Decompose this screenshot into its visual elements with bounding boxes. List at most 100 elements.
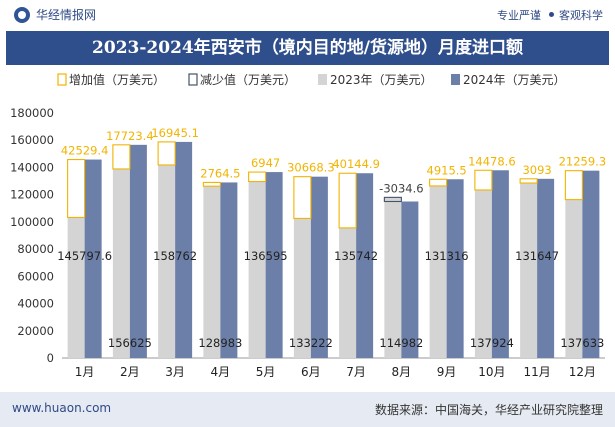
change-label: 2764.5 bbox=[200, 166, 240, 180]
bar-2023 bbox=[520, 183, 538, 358]
bar-2023 bbox=[384, 197, 402, 358]
bar-2023 bbox=[67, 217, 85, 358]
site-link[interactable]: www.huaon.com bbox=[12, 401, 112, 415]
value-label-2024: 135742 bbox=[334, 249, 378, 263]
legend-2024-swatch bbox=[451, 74, 460, 85]
bar-2023 bbox=[112, 168, 130, 358]
bar-2024 bbox=[220, 182, 238, 358]
change-label: 17723.4 bbox=[106, 129, 154, 143]
x-tick-label: 1月 bbox=[75, 365, 95, 379]
brand[interactable]: 华经情报网 bbox=[14, 6, 96, 23]
increase-box bbox=[519, 178, 538, 184]
bar-2023 bbox=[158, 164, 176, 358]
bar-2024 bbox=[401, 201, 419, 358]
tag-objective: 客观科学 bbox=[559, 9, 603, 22]
y-tick-label: 160000 bbox=[10, 133, 54, 147]
bar-2023 bbox=[203, 186, 221, 358]
increase-box bbox=[112, 144, 131, 170]
brand-logo-icon bbox=[14, 6, 30, 23]
legend-decrease-label: 减少值（万美元） bbox=[200, 72, 296, 87]
change-label: 6947 bbox=[251, 156, 280, 170]
y-tick-label: 60000 bbox=[17, 269, 54, 283]
x-tick-label: 9月 bbox=[437, 365, 457, 379]
footer: www.huaon.com 数据来源：中国海关，华经产业研究院整理 bbox=[0, 392, 615, 427]
y-tick-label: 40000 bbox=[17, 297, 54, 311]
x-tick-label: 5月 bbox=[256, 365, 276, 379]
value-label-2024: 114982 bbox=[379, 336, 423, 350]
legend-2024-label: 2024年（万美元） bbox=[463, 73, 566, 87]
title-bar: 2023-2024年西安市（境内目的地/货源地）月度进口额 bbox=[6, 31, 609, 65]
x-tick-label: 12月 bbox=[569, 365, 596, 379]
x-tick-label: 6月 bbox=[301, 365, 321, 379]
value-label-2024: 158762 bbox=[153, 249, 197, 263]
bars bbox=[67, 141, 600, 358]
change-label: 42529.4 bbox=[61, 144, 109, 158]
bar-2023 bbox=[429, 185, 447, 358]
bar-2023 bbox=[293, 218, 311, 358]
value-label-2024: 136595 bbox=[244, 249, 288, 263]
value-label-2024: 131647 bbox=[515, 249, 559, 263]
increase-box bbox=[293, 176, 312, 219]
x-tick-label: 11月 bbox=[523, 365, 550, 379]
tag-professional: 专业严谨 bbox=[497, 9, 541, 22]
bar-2024 bbox=[84, 159, 102, 358]
y-tick-label: 80000 bbox=[17, 242, 54, 256]
value-label-2024: 137924 bbox=[470, 336, 514, 350]
x-tick-label: 4月 bbox=[211, 365, 231, 379]
bar-2023 bbox=[474, 189, 492, 358]
chart-title: 2023-2024年西安市（境内目的地/货源地）月度进口额 bbox=[92, 38, 523, 58]
bar-2024 bbox=[265, 172, 283, 358]
y-tick-label: 20000 bbox=[17, 324, 54, 338]
increase-box bbox=[429, 178, 448, 187]
legend-increase-swatch bbox=[57, 73, 67, 86]
increase-box bbox=[67, 159, 86, 218]
y-tick-label: 180000 bbox=[10, 106, 54, 120]
increase-box bbox=[248, 171, 267, 183]
x-tick-label: 7月 bbox=[346, 365, 366, 379]
chart: 增加值（万美元） 减少值（万美元） 2023年（万美元） 2024年（万美元） … bbox=[10, 72, 606, 379]
y-tick-label: 100000 bbox=[10, 215, 54, 229]
bar-2024 bbox=[356, 173, 374, 358]
bullet-icon bbox=[549, 12, 554, 17]
legend-2023-swatch bbox=[318, 74, 327, 85]
x-tick-label: 10月 bbox=[478, 365, 505, 379]
change-label: 14478.6 bbox=[468, 154, 516, 168]
top-bar: 华经情报网 专业严谨 客观科学 bbox=[0, 0, 615, 30]
change-label: 40144.9 bbox=[332, 157, 380, 171]
bar-2024 bbox=[129, 144, 147, 358]
increase-box bbox=[564, 170, 583, 201]
change-label: 3093 bbox=[522, 163, 551, 177]
change-label: -3034.6 bbox=[379, 181, 423, 195]
increase-box bbox=[202, 181, 221, 187]
bar-2024 bbox=[446, 179, 464, 358]
brand-name: 华经情报网 bbox=[36, 8, 97, 22]
bar-2023 bbox=[339, 227, 357, 358]
value-label-2024: 133222 bbox=[289, 336, 333, 350]
bar-2024 bbox=[537, 178, 555, 358]
change-label: 16945.1 bbox=[151, 126, 199, 140]
change-label: 30668.3 bbox=[287, 161, 335, 175]
change-label: 21259.3 bbox=[559, 155, 607, 169]
legend-increase-label: 增加值（万美元） bbox=[69, 72, 165, 87]
slogan-tags: 专业严谨 客观科学 bbox=[497, 7, 603, 23]
data-source: 数据来源：中国海关，华经产业研究院整理 bbox=[374, 403, 603, 417]
data-labels: 42529.4 145797.6 17723.4 156625 16945.1 15876… bbox=[57, 126, 606, 350]
x-tick-label: 8月 bbox=[392, 365, 412, 379]
value-label-2024: 137633 bbox=[560, 336, 604, 350]
bar-2023 bbox=[565, 199, 583, 358]
legend: 增加值（万美元） 减少值（万美元） 2023年（万美元） 2024年（万美元） bbox=[57, 72, 566, 87]
legend-decrease-swatch bbox=[188, 73, 198, 86]
axes: 0 20000 40000 60000 80000 100000 120000 140000 1… bbox=[10, 106, 605, 379]
value-label-2024: 128983 bbox=[198, 336, 242, 350]
decrease-box bbox=[383, 196, 402, 203]
value-label-2024: 131316 bbox=[425, 249, 469, 263]
y-tick-label: 120000 bbox=[10, 188, 54, 202]
bar-2024 bbox=[175, 141, 193, 358]
value-label-2024: 145797.6 bbox=[57, 249, 112, 263]
change-label: 4915.5 bbox=[427, 163, 467, 177]
legend-2023-label: 2023年（万美元） bbox=[330, 73, 433, 87]
increase-box bbox=[474, 169, 493, 191]
x-tick-label: 3月 bbox=[165, 365, 185, 379]
bar-2023 bbox=[248, 181, 266, 358]
bar-2024 bbox=[310, 176, 328, 358]
